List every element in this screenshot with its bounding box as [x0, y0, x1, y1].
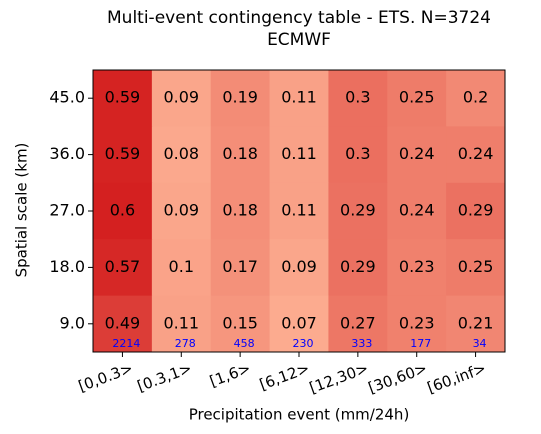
- cell-label: 0.29: [340, 257, 376, 276]
- cell: [328, 239, 388, 297]
- x-axis-label: Precipitation event (mm/24h): [189, 406, 410, 424]
- cell-label: 0.23: [399, 257, 435, 276]
- cell: [387, 182, 447, 240]
- chart-title: Multi-event contingency table - ETS. N=3…: [107, 8, 491, 28]
- cell: [210, 182, 271, 240]
- cell-label: 0.6: [110, 201, 135, 220]
- cell: [446, 70, 506, 127]
- x-tick-label: [0,0.3>: [76, 359, 135, 395]
- cell: [210, 295, 271, 353]
- y-tick-label: 45.0: [49, 88, 85, 107]
- count-label: 458: [234, 337, 255, 350]
- count-label: 34: [473, 337, 487, 350]
- cell: [387, 239, 447, 297]
- cell: [269, 182, 329, 240]
- cell-label: 0.2: [463, 88, 488, 107]
- y-tick-label: 9.0: [60, 313, 85, 332]
- cell: [93, 126, 153, 184]
- cell-label: 0.15: [222, 313, 258, 332]
- cell-label: 0.59: [105, 144, 141, 163]
- cell: [328, 295, 388, 353]
- cell: [328, 70, 388, 127]
- cell-label: 0.18: [222, 144, 258, 163]
- x-tick-label: [30,60>: [366, 359, 430, 397]
- cell: [446, 182, 506, 240]
- cell-label: 0.21: [458, 313, 494, 332]
- cell-label: 0.1: [169, 257, 194, 276]
- cell: [93, 239, 153, 297]
- cell-label: 0.11: [163, 313, 199, 332]
- x-tick-label: [60,inf>: [425, 359, 489, 397]
- cell-label: 0.49: [105, 313, 141, 332]
- cell: [151, 126, 212, 184]
- y-axis-label: Spatial scale (km): [13, 143, 31, 278]
- cell-label: 0.59: [105, 88, 141, 107]
- count-label: 333: [351, 337, 372, 350]
- cell: [151, 239, 212, 297]
- cell-label: 0.11: [281, 88, 317, 107]
- cell: [446, 239, 506, 297]
- cell: [151, 182, 212, 240]
- x-tick-label: [6,12>: [257, 359, 312, 394]
- cell-label: 0.11: [281, 144, 317, 163]
- cell-label: 0.09: [163, 88, 199, 107]
- y-tick-label: 36.0: [49, 144, 85, 163]
- cell: [93, 182, 153, 240]
- cell-label: 0.57: [105, 257, 141, 276]
- x-tick-label: [1,6>: [207, 359, 253, 390]
- cell-label: 0.3: [345, 144, 370, 163]
- cell-label: 0.29: [340, 201, 376, 220]
- count-label: 2214: [112, 337, 140, 350]
- count-label: 278: [175, 337, 196, 350]
- cell: [446, 295, 506, 353]
- cell: [93, 70, 153, 127]
- cell-label: 0.17: [222, 257, 258, 276]
- count-label: 177: [410, 337, 431, 350]
- chart-subtitle: ECMWF: [267, 30, 331, 50]
- cell-label: 0.09: [163, 201, 199, 220]
- y-tick-label: 18.0: [49, 257, 85, 276]
- cell-label: 0.29: [458, 201, 494, 220]
- cell-label: 0.27: [340, 313, 376, 332]
- cell: [328, 182, 388, 240]
- cell: [387, 126, 447, 184]
- cell: [93, 295, 153, 353]
- cell: [328, 126, 388, 184]
- cell-label: 0.23: [399, 313, 435, 332]
- cell-label: 0.09: [281, 257, 317, 276]
- cell-label: 0.25: [458, 257, 494, 276]
- cell: [269, 126, 329, 184]
- cell-label: 0.07: [281, 313, 317, 332]
- cell-label: 0.08: [163, 144, 199, 163]
- cell: [210, 70, 271, 127]
- cell: [446, 126, 506, 184]
- cell-label: 0.11: [281, 201, 317, 220]
- cell: [210, 126, 271, 184]
- x-tick-label: [0.3,1>: [135, 359, 194, 395]
- cell-label: 0.19: [222, 88, 258, 107]
- cell-label: 0.25: [399, 88, 435, 107]
- cell: [269, 70, 329, 127]
- cell: [387, 70, 447, 127]
- count-label: 230: [293, 337, 314, 350]
- cell: [387, 295, 447, 353]
- cell-label: 0.24: [458, 144, 494, 163]
- x-tick-label: [12,30>: [307, 359, 371, 397]
- cell: [151, 295, 212, 353]
- cell: [151, 70, 212, 127]
- cell-label: 0.18: [222, 201, 258, 220]
- cell: [210, 239, 271, 297]
- cell-label: 0.24: [399, 144, 435, 163]
- cell: [269, 239, 329, 297]
- cell-label: 0.24: [399, 201, 435, 220]
- cell-label: 0.3: [345, 88, 370, 107]
- y-tick-label: 27.0: [49, 201, 85, 220]
- cell: [269, 295, 329, 353]
